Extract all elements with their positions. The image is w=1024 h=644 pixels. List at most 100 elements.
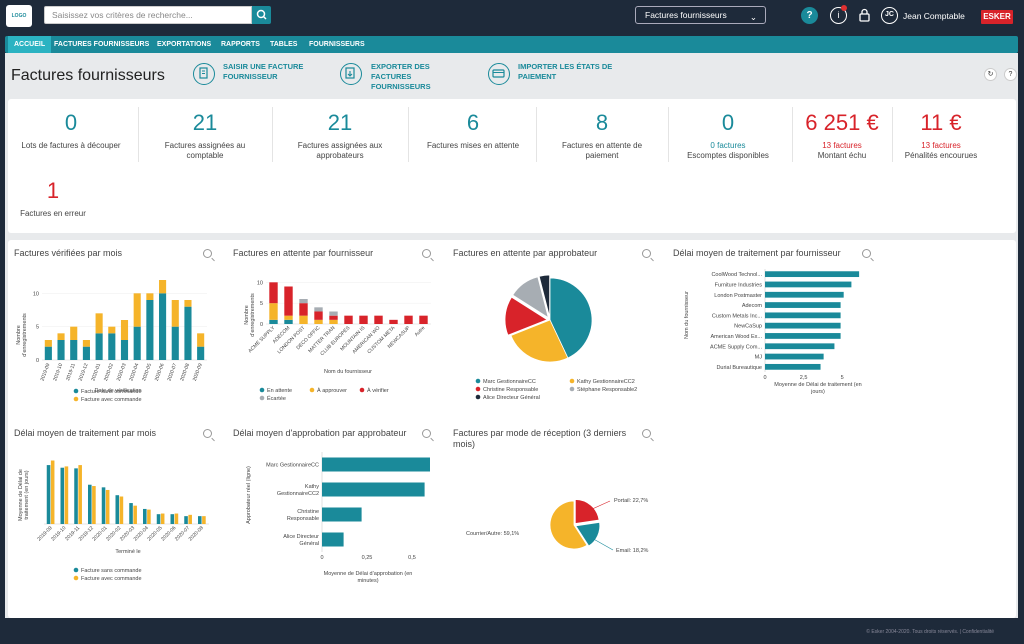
bar-segment: [269, 282, 278, 304]
notification-icon[interactable]: i: [830, 7, 847, 24]
payment-import-icon[interactable]: [488, 63, 510, 85]
y-axis-title: Nombre: [244, 305, 250, 325]
kpi-penalites[interactable]: 11 €13 factures Pénalités encourues: [904, 110, 978, 160]
pie-slice: [504, 296, 548, 336]
bar: [129, 503, 133, 524]
x-tick-label: 2,5: [800, 375, 808, 381]
chart-mode-reception: Portail: 22,7% Email: 18,2% Courrier/Autre…: [466, 498, 649, 554]
search-icon[interactable]: [203, 249, 212, 258]
tab-rapports[interactable]: RAPPORTS: [221, 41, 260, 48]
x-tick-label: 2020-02: [103, 362, 115, 382]
bar: [115, 495, 120, 524]
bar-segment: [57, 333, 65, 340]
legend-marker: [309, 387, 315, 393]
legend-entry: À vérifier: [367, 387, 389, 394]
invoice-entry-icon[interactable]: [193, 63, 215, 85]
legend-marker: [475, 378, 481, 384]
legend-entry: En attente: [267, 388, 292, 394]
bar: [105, 489, 110, 524]
y-tick-label: NewCaSup: [734, 324, 762, 330]
tab-fournisseurs[interactable]: FOURNISSEURS: [309, 41, 365, 48]
x-tick-label: 2020-05: [141, 362, 153, 382]
y-tick-label: Marc GestionnaireCC: [266, 463, 319, 469]
tab-accueil[interactable]: ACCUEIL: [8, 36, 52, 53]
bar-segment: [269, 319, 278, 324]
legend-entry: Facture avec commande: [81, 576, 142, 582]
bar: [101, 487, 106, 524]
search-icon[interactable]: [642, 429, 651, 438]
bar: [170, 514, 175, 524]
bar: [174, 513, 179, 524]
bar: [765, 302, 841, 308]
lock-icon[interactable]: [856, 7, 873, 24]
bar-segment: [95, 333, 103, 360]
exporter-factures-button[interactable]: EXPORTER DES FACTURES FOURNISSEURS: [371, 62, 431, 91]
kpi-erreur[interactable]: 1 Factures en erreur: [20, 178, 86, 218]
chevron-down-icon: ⌄: [749, 12, 757, 22]
bar: [765, 291, 844, 298]
legend-entry: Marc GestionnaireCC: [483, 379, 536, 385]
y-tick-label: 0: [260, 322, 263, 328]
bar: [765, 343, 835, 350]
search-icon[interactable]: [203, 429, 212, 438]
help-icon[interactable]: ?: [801, 7, 818, 24]
search-icon[interactable]: [422, 429, 431, 438]
legend-marker: [359, 387, 365, 393]
page-title: Factures fournisseurs: [11, 67, 165, 84]
bar-segment: [314, 307, 323, 312]
chart-delai-fournisseur: Nom du fournisseur 0 2,5 5 CoolWood Technol.…: [684, 269, 862, 395]
bar: [160, 513, 165, 524]
bar: [78, 465, 82, 524]
legend-marker: [73, 396, 79, 402]
kpi-lots[interactable]: 0 Lots de factures à découper: [21, 110, 121, 150]
bar: [765, 281, 852, 288]
bar: [322, 482, 425, 497]
legend-marker: [259, 395, 265, 401]
search-icon[interactable]: [422, 249, 431, 258]
tab-factures-fournisseurs[interactable]: FACTURES FOURNISSEURS: [54, 41, 150, 48]
kpi-paiement[interactable]: 8 Factures en attente de paiement: [561, 110, 643, 160]
bar-segment: [120, 320, 129, 340]
bar: [64, 466, 69, 524]
user-name[interactable]: Jean Comptable: [903, 11, 965, 21]
refresh-icon[interactable]: ↻: [984, 68, 997, 81]
chart-title-mode-reception: Factures par mode de réception (3 dernie…: [453, 428, 627, 449]
main-nav: ACCUEIL FACTURES FOURNISSEURS EXPORTATIO…: [5, 36, 1018, 53]
bar: [50, 460, 55, 524]
view-select-value: Factures fournisseurs: [645, 10, 727, 20]
bar: [202, 516, 206, 524]
x-tick-label: 2019-12: [78, 362, 90, 382]
slice-label: Portail: 22,7%: [614, 498, 648, 504]
top-bar: LOGO Saisissez vos critères de recherche…: [0, 0, 1024, 34]
kpi-comptable[interactable]: 21 Factures assignées au comptable: [164, 110, 246, 160]
y-tick-label: ACME Supply Com...: [710, 344, 762, 350]
y-tick-label: Durial Bureautique: [716, 365, 762, 371]
kpi-montant-echu[interactable]: 6 251 €13 factures Montant échu: [805, 110, 879, 160]
search-input[interactable]: Saisissez vos critères de recherche...: [44, 6, 252, 24]
x-tick-label: 2019-09: [40, 362, 52, 382]
view-select[interactable]: Factures fournisseurs ⌄: [635, 6, 766, 24]
export-icon[interactable]: [340, 63, 362, 85]
saisir-facture-button[interactable]: SAISIR UNE FACTURE FOURNISSEUR: [223, 62, 304, 81]
importer-paiement-button[interactable]: IMPORTER LES ÉTATS DE PAIEMENT: [518, 62, 613, 81]
bar: [322, 457, 430, 472]
legend-marker: [569, 378, 575, 384]
bar-segment: [57, 340, 65, 360]
search-icon[interactable]: [642, 249, 651, 258]
search-icon[interactable]: [862, 249, 871, 258]
tab-exportations[interactable]: EXPORTATIONS: [157, 41, 212, 48]
bar-segment: [314, 311, 323, 320]
kpi-en-attente[interactable]: 6 Factures mises en attente: [426, 110, 520, 150]
search-button[interactable]: [252, 6, 271, 24]
x-tick-label: 2019-11: [65, 362, 77, 381]
bar-segment: [329, 315, 338, 320]
avatar[interactable]: JC: [881, 7, 898, 24]
pie-slice: [512, 276, 549, 319]
tab-tables[interactable]: TABLES: [270, 41, 298, 48]
bar-segment: [44, 346, 52, 360]
y-tick-label: Adecom: [742, 303, 763, 309]
kpi-approbateurs[interactable]: 21 Factures assignées aux approbateurs: [297, 110, 383, 160]
help-small-icon[interactable]: ?: [1004, 68, 1017, 81]
legend-marker: [259, 387, 265, 393]
